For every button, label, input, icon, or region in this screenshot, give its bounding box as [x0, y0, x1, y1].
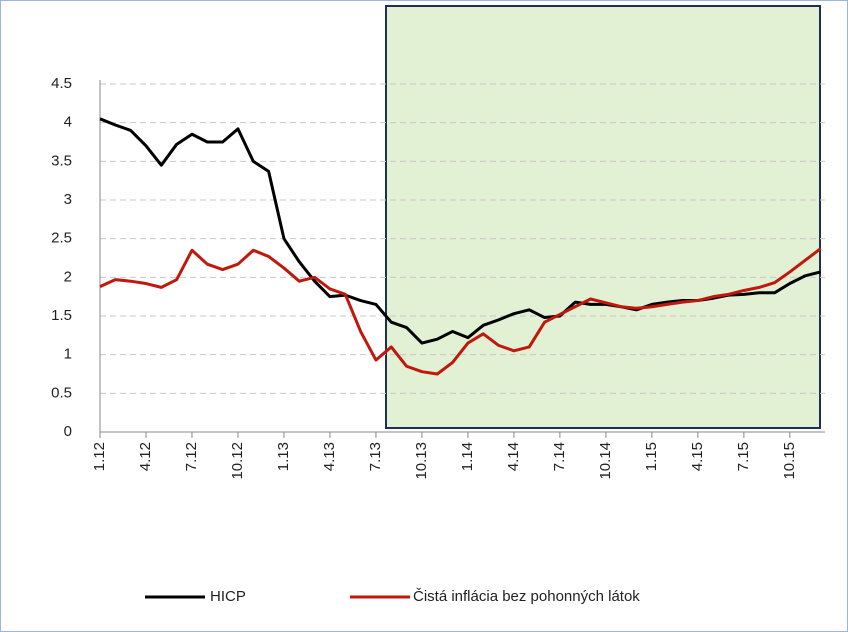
x-tick-label: 7.13: [367, 442, 384, 471]
x-tick-label: 1.15: [643, 442, 660, 471]
x-tick-label: 4.12: [137, 442, 154, 471]
y-tick-label: 1: [64, 346, 72, 363]
y-tick-label: 3.5: [51, 152, 72, 169]
x-tick-label: 7.15: [735, 442, 752, 471]
y-tick-label: 3: [64, 191, 72, 208]
x-tick-label: 10.12: [229, 442, 246, 480]
y-tick-label: 2.5: [51, 230, 72, 247]
x-tick-label: 4.15: [689, 442, 706, 471]
x-tick-label: 10.14: [597, 442, 614, 480]
x-tick-label: 7.14: [551, 442, 568, 471]
legend-label: HICP: [210, 588, 246, 605]
y-tick-label: 1.5: [51, 307, 72, 324]
x-tick-label: 4.14: [505, 442, 522, 471]
y-tick-label: 0.5: [51, 384, 72, 401]
y-tick-label: 4.5: [51, 75, 72, 92]
x-tick-label: 10.15: [781, 442, 798, 480]
highlight-region: [385, 5, 821, 429]
series-line: [99, 247, 822, 376]
x-tick-label: 1.14: [459, 442, 476, 471]
x-tick-label: 1.12: [91, 442, 108, 471]
y-tick-label: 2: [64, 268, 72, 285]
legend-label: Čistá inflácia bez pohonných látok: [413, 588, 640, 605]
x-tick-label: 10.13: [413, 442, 430, 480]
x-tick-label: 4.13: [321, 442, 338, 471]
y-tick-label: 0: [64, 423, 72, 440]
y-tick-label: 4: [64, 114, 72, 131]
x-tick-label: 7.12: [183, 442, 200, 471]
x-tick-label: 1.13: [275, 442, 292, 471]
